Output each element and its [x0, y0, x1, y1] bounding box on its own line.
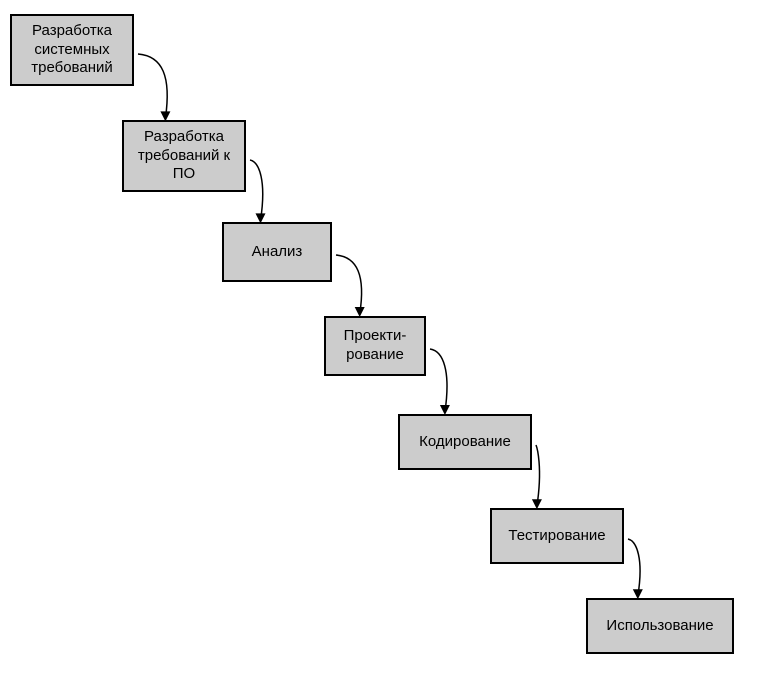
flow-arrow-2 — [240, 150, 291, 250]
waterfall-diagram: Разработка системных требованийРазработк… — [0, 0, 767, 678]
flow-arrow-1 — [128, 44, 195, 148]
flow-node-1: Разработка системных требований — [10, 14, 134, 86]
flow-arrow-4 — [420, 339, 475, 442]
flow-arrow-3 — [326, 245, 390, 344]
flow-arrow-6 — [618, 529, 668, 626]
flow-arrow-5 — [526, 435, 567, 536]
flow-node-label: Разработка системных требований — [18, 22, 126, 78]
